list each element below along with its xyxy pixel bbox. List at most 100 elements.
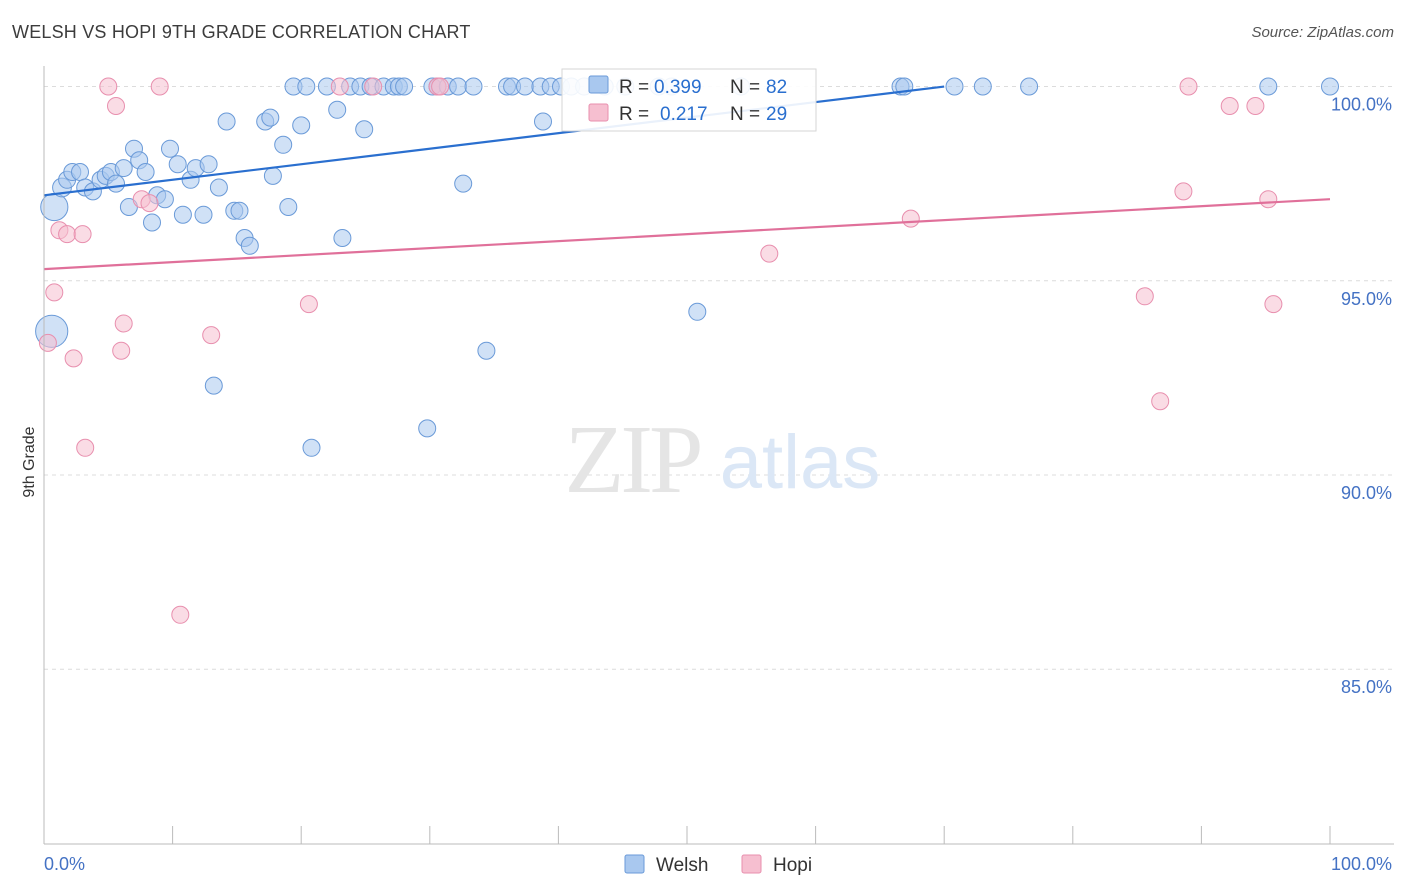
hopi-legend-swatch — [741, 854, 762, 874]
hopi-point-10 — [114, 314, 133, 333]
hopi-point-5 — [73, 225, 92, 244]
hopi-stat-swatch — [588, 103, 609, 122]
welsh-point-37 — [274, 135, 293, 154]
welsh-n-value: 82 — [766, 77, 787, 98]
hopi-r-value: 0.217 — [660, 104, 708, 125]
welsh-point-44 — [328, 100, 347, 119]
welsh-point-80 — [973, 77, 992, 96]
bottom-legend: Welsh Hopi — [624, 854, 812, 876]
points-layer — [35, 77, 1339, 624]
welsh-point-28 — [209, 178, 228, 197]
hopi-r-label: R = — [619, 104, 649, 125]
welsh-point-81 — [1020, 77, 1039, 96]
hopi-n-value: 29 — [766, 104, 787, 125]
hopi-point-16 — [299, 295, 318, 314]
welsh-n-label: N = — [730, 77, 760, 98]
welsh-point-36 — [263, 166, 282, 185]
hopi-point-27 — [1220, 97, 1239, 115]
hopi-point-7 — [99, 77, 118, 96]
hopi-point-30 — [1264, 295, 1283, 314]
hopi-point-9 — [112, 341, 131, 360]
welsh-point-53 — [395, 77, 414, 96]
grid-layer — [44, 86, 1394, 670]
welsh-point-75 — [688, 302, 707, 321]
hopi-point-28 — [1246, 97, 1265, 115]
welsh-point-26 — [199, 155, 218, 174]
y-tick-label-0: 100.0% — [1331, 95, 1392, 115]
hopi-point-15 — [202, 326, 221, 345]
hopi-point-8 — [107, 97, 125, 115]
welsh-point-22 — [173, 205, 192, 224]
welsh-point-19 — [155, 190, 174, 209]
welsh-point-31 — [230, 201, 249, 220]
welsh-legend-swatch — [624, 854, 645, 874]
welsh-point-48 — [355, 120, 374, 139]
welsh-point-66 — [534, 112, 552, 131]
hopi-point-24 — [1151, 392, 1170, 411]
hopi-point-6 — [76, 438, 95, 457]
hopi-point-18 — [364, 77, 383, 96]
welsh-point-27 — [204, 376, 223, 395]
welsh-point-58 — [449, 77, 468, 96]
welsh-point-29 — [217, 112, 236, 131]
welsh-point-38 — [279, 198, 298, 216]
hopi-n-label: N = — [730, 104, 760, 125]
source-label: Source: ZipAtlas.com — [1251, 24, 1394, 41]
welsh-point-40 — [292, 116, 311, 135]
y-tick-label-1: 95.0% — [1341, 289, 1392, 309]
hopi-point-3 — [58, 225, 77, 244]
welsh-r-label: R = — [619, 77, 649, 98]
welsh-point-17 — [143, 213, 161, 232]
welsh-r-value: 0.399 — [654, 77, 702, 98]
hopi-point-29 — [1259, 190, 1278, 209]
hopi-point-22 — [901, 209, 920, 228]
hopi-point-26 — [1179, 77, 1198, 96]
welsh-point-5 — [71, 163, 89, 181]
welsh-point-16 — [136, 163, 155, 181]
welsh-point-35 — [261, 108, 280, 127]
welsh-legend-label: Welsh — [656, 855, 708, 876]
y-axis-title: 9th Grade — [21, 426, 38, 497]
welsh-point-41 — [297, 77, 316, 96]
hopi-trend-line — [43, 198, 1331, 271]
hopi-point-4 — [64, 349, 83, 368]
watermark-atlas: atlas — [720, 420, 881, 505]
axis-layer: 100.0% 95.0% 90.0% 85.0% 0.0% 100.0% — [43, 66, 1394, 874]
welsh-stat-swatch — [588, 75, 609, 94]
welsh-point-0 — [40, 192, 69, 222]
x-tick-label-0: 0.0% — [44, 854, 85, 874]
x-tick-label-1: 100.0% — [1331, 854, 1392, 874]
welsh-point-45 — [333, 229, 352, 247]
welsh-point-12 — [114, 159, 133, 178]
y-tick-label-3: 85.0% — [1341, 677, 1392, 697]
welsh-point-64 — [516, 77, 534, 96]
hopi-point-25 — [1174, 182, 1193, 201]
hopi-point-14 — [171, 605, 190, 624]
welsh-point-11 — [107, 174, 125, 193]
hopi-point-13 — [150, 77, 169, 96]
stats-legend: R = 0.399 N = 82 R = 0.217 N = 29 — [561, 68, 817, 132]
hopi-legend-label: Hopi — [773, 855, 812, 876]
welsh-point-21 — [168, 155, 187, 174]
hopi-point-21 — [760, 244, 779, 263]
hopi-point-20 — [431, 77, 450, 96]
welsh-point-82 — [1259, 77, 1278, 96]
welsh-point-42 — [302, 438, 321, 457]
y-tick-label-2: 90.0% — [1341, 483, 1392, 503]
watermark: ZIP atlas — [565, 406, 881, 514]
hopi-point-17 — [330, 77, 349, 96]
welsh-point-25 — [194, 205, 213, 224]
watermark-zip: ZIP — [565, 406, 700, 514]
welsh-point-79 — [945, 77, 964, 96]
welsh-point-59 — [454, 174, 473, 193]
welsh-point-83 — [1321, 77, 1339, 96]
welsh-point-20 — [161, 139, 179, 158]
welsh-point-60 — [464, 77, 483, 96]
hopi-point-1 — [45, 283, 64, 302]
welsh-point-54 — [418, 419, 437, 438]
welsh-point-61 — [477, 341, 496, 360]
hopi-point-12 — [140, 194, 159, 213]
hopi-point-23 — [1135, 287, 1154, 306]
welsh-point-33 — [240, 236, 259, 255]
